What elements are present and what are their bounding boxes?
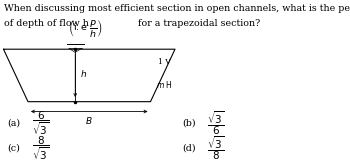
Text: When discussing most efficient section in open channels, what is the perimeter, : When discussing most efficient section i…: [4, 4, 350, 13]
Text: $\dfrac{8}{\sqrt{3}}$: $\dfrac{8}{\sqrt{3}}$: [32, 134, 49, 162]
Text: (c): (c): [7, 143, 20, 152]
Text: 1 V: 1 V: [158, 58, 170, 66]
Text: $h$: $h$: [80, 68, 88, 79]
Text: for a trapezoidal section?: for a trapezoidal section?: [135, 19, 260, 28]
Text: $\dfrac{\sqrt{3}}{6}$: $\dfrac{\sqrt{3}}{6}$: [206, 109, 224, 137]
Text: $\dfrac{\sqrt{3}}{8}$: $\dfrac{\sqrt{3}}{8}$: [206, 134, 224, 162]
Text: $\left(\mathrm{i.e}\ \dfrac{P}{h}\right)$: $\left(\mathrm{i.e}\ \dfrac{P}{h}\right)…: [68, 17, 103, 39]
Text: $B$: $B$: [85, 115, 93, 126]
Text: of depth of flow h: of depth of flow h: [4, 19, 92, 28]
Text: (d): (d): [182, 143, 196, 152]
Text: $\dfrac{6}{\sqrt{3}}$: $\dfrac{6}{\sqrt{3}}$: [32, 109, 49, 137]
Text: (a): (a): [7, 119, 20, 127]
Text: $m$ H: $m$ H: [156, 79, 173, 90]
Text: (b): (b): [182, 119, 196, 127]
